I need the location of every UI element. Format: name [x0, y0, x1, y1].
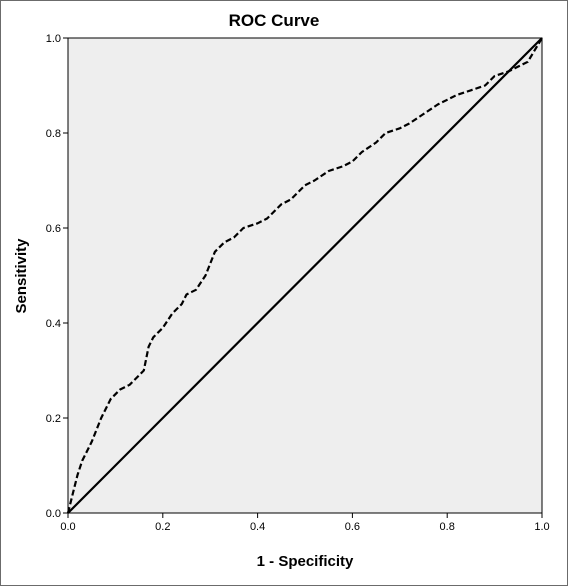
series-group [66, 37, 543, 514]
x-tick-label: 0.2 [155, 521, 170, 533]
y-axis-label: Sensitivity [13, 238, 30, 314]
chart-title: ROC Curve [229, 11, 320, 30]
y-tick-label: 0.6 [46, 223, 61, 235]
roc-curve-line [66, 37, 543, 514]
x-tick-label: 0.8 [440, 521, 455, 533]
x-tick-label: 0.4 [250, 521, 265, 533]
x-axis-label: 1 - Specificity [257, 553, 354, 570]
y-tick-label: 0.2 [46, 413, 61, 425]
y-tick-label: 0.4 [46, 318, 61, 330]
reference-diagonal-line [67, 37, 543, 514]
y-tick-label: 1.0 [46, 33, 61, 45]
y-tick-label: 0.0 [46, 508, 61, 520]
x-tick-label: 1.0 [534, 521, 549, 533]
x-tick-label: 0.0 [60, 521, 75, 533]
axis-ticks: 0.0 0.2 0.4 0.6 0.8 1.0 0.0 0.2 0.4 0.6 0.8 1.0 [46, 33, 550, 533]
y-tick-label: 0.8 [46, 128, 61, 140]
x-tick-label: 0.6 [345, 521, 360, 533]
